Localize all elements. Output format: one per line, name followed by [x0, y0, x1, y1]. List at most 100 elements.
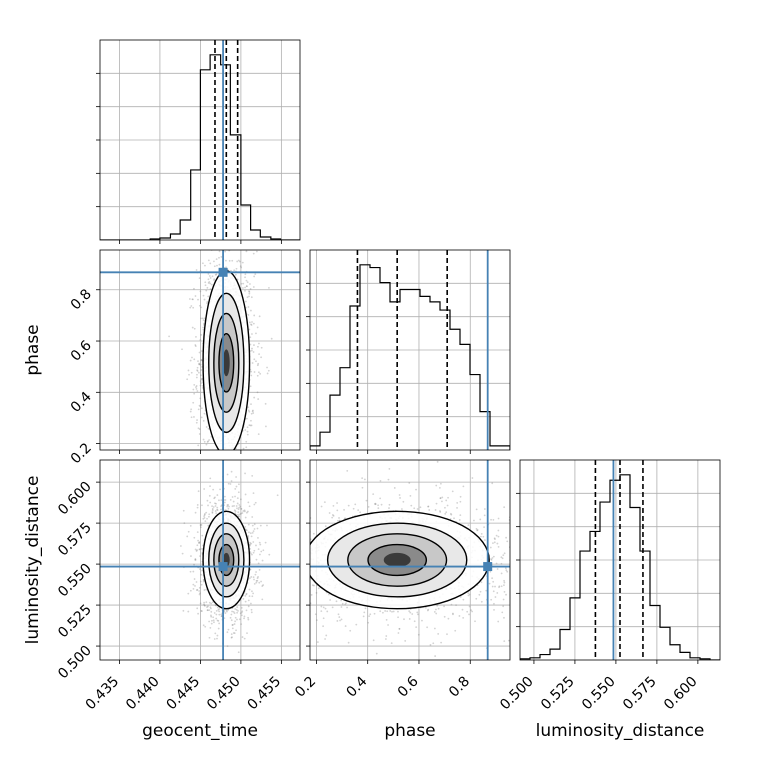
scatter-point	[239, 498, 242, 501]
scatter-point	[240, 623, 243, 626]
scatter-point	[214, 502, 216, 505]
scatter-point	[415, 488, 417, 491]
scatter-point	[444, 512, 447, 515]
scatter-point	[199, 380, 202, 383]
scatter-point	[215, 492, 217, 494]
scatter-point	[525, 533, 527, 535]
scatter-point	[189, 524, 192, 527]
scatter-point	[216, 471, 218, 473]
scatter-point	[215, 258, 218, 261]
scatter-point	[208, 275, 211, 277]
scatter-point	[237, 508, 240, 511]
scatter-point	[195, 581, 198, 583]
scatter-point	[289, 532, 291, 534]
scatter-point	[228, 505, 230, 508]
scatter-point	[494, 585, 496, 588]
scatter-point	[217, 240, 219, 242]
scatter-point	[255, 581, 258, 584]
scatter-point	[374, 503, 377, 506]
scatter-point	[287, 595, 289, 597]
scatter-point	[540, 599, 542, 601]
scatter-point	[199, 363, 202, 366]
scatter-point	[248, 290, 250, 293]
scatter-point	[398, 494, 401, 496]
scatter-point	[428, 509, 431, 511]
scatter-point	[206, 606, 208, 608]
scatter-point	[245, 440, 248, 443]
scatter-point	[236, 618, 238, 621]
scatter-point	[480, 600, 483, 603]
scatter-point	[266, 366, 268, 369]
scatter-point	[247, 605, 250, 608]
scatter-point	[260, 580, 262, 583]
scatter-point	[257, 562, 260, 565]
scatter-point	[234, 232, 236, 234]
scatter-point	[250, 535, 253, 538]
scatter-point	[253, 549, 256, 552]
scatter-point	[426, 626, 429, 629]
scatter-point	[443, 615, 446, 618]
scatter-point	[248, 291, 251, 293]
scatter-point	[264, 402, 267, 405]
truth-marker	[218, 267, 228, 277]
scatter-point	[433, 611, 436, 613]
scatter-point	[209, 626, 212, 629]
scatter-point	[316, 641, 319, 643]
scatter-point	[340, 618, 343, 621]
scatter-point	[249, 336, 252, 339]
scatter-point	[473, 519, 475, 522]
scatter-point	[226, 631, 229, 634]
scatter-point	[580, 549, 582, 551]
scatter-point	[199, 580, 202, 583]
scatter-point	[471, 477, 474, 479]
scatter-point	[240, 507, 242, 510]
scatter-point	[266, 574, 268, 576]
scatter-point	[225, 259, 227, 262]
scatter-point	[453, 517, 455, 520]
scatter-point	[362, 615, 365, 618]
scatter-point	[300, 615, 302, 617]
scatter-point	[444, 506, 446, 509]
scatter-point	[244, 289, 246, 292]
density-contour	[383, 552, 411, 568]
scatter-point	[268, 524, 270, 526]
scatter-point	[199, 602, 202, 605]
scatter-point	[329, 599, 332, 601]
scatter-point	[257, 371, 260, 374]
scatter-point	[202, 419, 205, 422]
scatter-point	[189, 589, 192, 592]
scatter-point	[227, 504, 230, 506]
x-tick-label: 0.445	[164, 674, 204, 714]
scatter-point	[511, 576, 513, 578]
scatter-point	[245, 609, 248, 612]
scatter-point	[247, 409, 250, 412]
x-tick-label: 0.455	[245, 674, 285, 714]
scatter-point	[226, 504, 229, 506]
scatter-point	[200, 382, 202, 384]
scatter-point	[400, 508, 403, 510]
scatter-point	[200, 583, 203, 586]
scatter-point	[427, 608, 430, 611]
scatter-point	[198, 428, 201, 431]
scatter-point	[455, 604, 457, 606]
scatter-point	[286, 537, 288, 539]
scatter-point	[345, 602, 347, 605]
scatter-point	[200, 374, 202, 377]
scatter-point	[246, 296, 249, 299]
scatter-point	[196, 390, 199, 392]
scatter-point	[244, 594, 247, 597]
scatter-point	[459, 500, 462, 503]
panel-content	[310, 250, 510, 450]
scatter-point	[219, 488, 221, 491]
scatter-point	[250, 403, 252, 406]
scatter-point	[296, 516, 298, 518]
scatter-point	[228, 452, 230, 454]
scatter-point	[236, 497, 239, 500]
scatter-point	[267, 573, 269, 575]
y-tick-label: 0.525	[55, 602, 95, 642]
scatter-point	[250, 424, 253, 427]
scatter-point	[211, 275, 214, 278]
scatter-point	[203, 412, 206, 415]
scatter-point	[496, 542, 499, 545]
scatter-point	[502, 554, 505, 557]
